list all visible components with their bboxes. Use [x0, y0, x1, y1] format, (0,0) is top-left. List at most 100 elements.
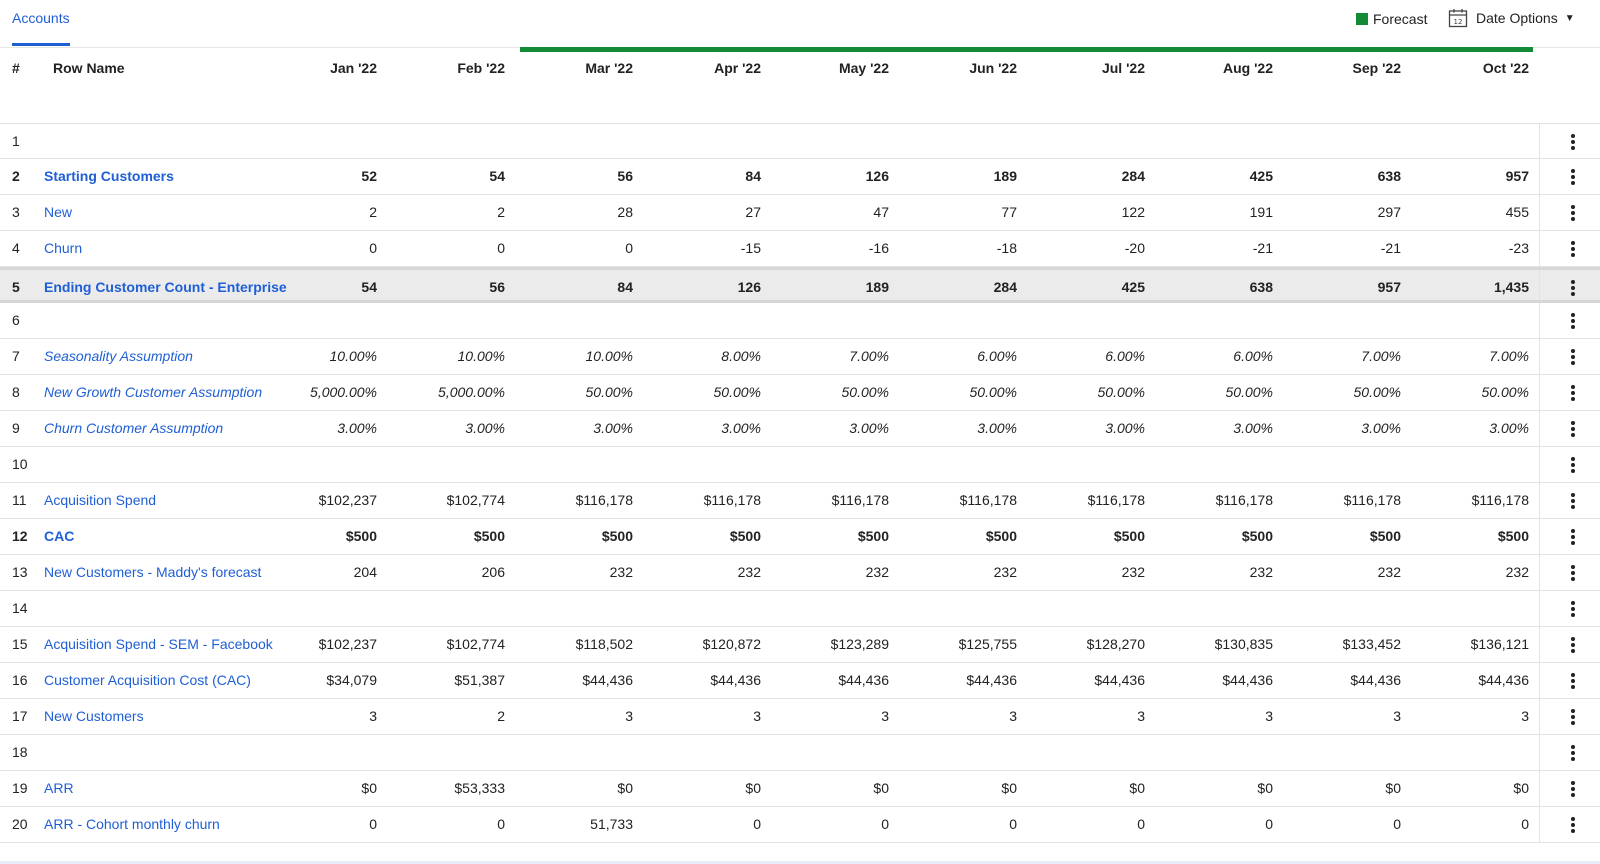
table-cell[interactable]: $0 — [361, 780, 377, 796]
table-cell[interactable]: -15 — [740, 240, 761, 256]
table-cell[interactable]: 6.00% — [1233, 348, 1273, 364]
table-cell[interactable]: 50.00% — [1225, 384, 1273, 400]
table-cell[interactable]: 232 — [1505, 564, 1529, 580]
table-cell[interactable]: $44,436 — [838, 672, 889, 688]
table-cell[interactable]: 3.00% — [1233, 420, 1273, 436]
table-cell[interactable]: $116,178 — [1215, 492, 1273, 508]
row-name-column-header[interactable]: Row Name — [53, 60, 125, 76]
table-cell[interactable]: 10.00% — [457, 348, 505, 364]
table-cell[interactable]: $102,237 — [318, 492, 377, 508]
table-cell[interactable]: $0 — [617, 780, 633, 796]
row-menu-button[interactable] — [1539, 699, 1600, 734]
table-cell[interactable]: $133,452 — [1342, 636, 1401, 652]
table-cell[interactable]: 27 — [745, 204, 761, 220]
table-cell[interactable]: 2 — [497, 204, 505, 220]
table-cell[interactable]: 0 — [625, 240, 633, 256]
row-menu-button[interactable] — [1539, 735, 1600, 770]
table-cell[interactable]: 3 — [1265, 708, 1273, 724]
table-cell[interactable]: $0 — [873, 780, 889, 796]
table-cell[interactable]: 7.00% — [1361, 348, 1401, 364]
row-menu-button[interactable] — [1539, 375, 1600, 410]
table-cell[interactable]: 3 — [753, 708, 761, 724]
table-cell[interactable]: 3.00% — [1105, 420, 1145, 436]
row-menu-button[interactable] — [1539, 807, 1600, 842]
table-cell[interactable]: 54 — [361, 279, 377, 295]
table-cell[interactable]: 0 — [1265, 816, 1273, 832]
row-menu-button[interactable] — [1539, 591, 1600, 626]
table-cell[interactable]: 957 — [1377, 279, 1401, 295]
table-cell[interactable]: $44,436 — [966, 672, 1017, 688]
row-menu-button[interactable] — [1539, 555, 1600, 590]
table-cell[interactable]: 50.00% — [969, 384, 1017, 400]
table-cell[interactable]: 126 — [737, 279, 761, 295]
table-cell[interactable]: -21 — [1252, 240, 1273, 256]
table-cell[interactable]: 28 — [617, 204, 633, 220]
table-cell[interactable]: $0 — [1513, 780, 1529, 796]
table-cell[interactable]: $102,237 — [318, 636, 377, 652]
table-cell[interactable]: 638 — [1377, 168, 1401, 184]
table-cell[interactable]: 56 — [489, 279, 505, 295]
table-cell[interactable]: 232 — [1121, 564, 1145, 580]
table-cell[interactable]: $34,079 — [326, 672, 377, 688]
row-name-link[interactable]: CAC — [44, 528, 75, 544]
table-cell[interactable]: 0 — [1393, 816, 1401, 832]
tab-accounts[interactable]: Accounts — [12, 10, 70, 26]
table-cell[interactable]: 10.00% — [329, 348, 377, 364]
table-cell[interactable]: $116,178 — [1343, 492, 1401, 508]
table-cell[interactable]: 297 — [1377, 204, 1401, 220]
month-column-header[interactable]: Apr '22 — [714, 60, 761, 76]
table-cell[interactable]: 3 — [1137, 708, 1145, 724]
table-cell[interactable]: 0 — [1137, 816, 1145, 832]
table-cell[interactable]: -20 — [1124, 240, 1145, 256]
table-cell[interactable]: 47 — [873, 204, 889, 220]
month-column-header[interactable]: Sep '22 — [1352, 60, 1401, 76]
table-cell[interactable]: 10.00% — [585, 348, 633, 364]
row-menu-button[interactable] — [1539, 663, 1600, 698]
table-cell[interactable]: 3.00% — [593, 420, 633, 436]
table-cell[interactable]: $130,835 — [1214, 636, 1273, 652]
table-cell[interactable]: 5,000.00% — [438, 384, 505, 400]
table-cell[interactable]: $500 — [1113, 528, 1145, 544]
row-name-link[interactable]: New Growth Customer Assumption — [44, 384, 263, 400]
row-menu-button[interactable] — [1539, 411, 1600, 446]
table-cell[interactable]: 232 — [1249, 564, 1273, 580]
table-cell[interactable]: $116,178 — [1471, 492, 1529, 508]
month-column-header[interactable]: Feb '22 — [457, 60, 505, 76]
table-cell[interactable]: 2 — [497, 708, 505, 724]
table-cell[interactable]: 50.00% — [1097, 384, 1145, 400]
table-cell[interactable]: $102,774 — [446, 492, 505, 508]
table-cell[interactable]: $44,436 — [710, 672, 761, 688]
row-menu-button[interactable] — [1539, 159, 1600, 194]
table-cell[interactable]: -21 — [1380, 240, 1401, 256]
table-cell[interactable]: 204 — [353, 564, 377, 580]
table-cell[interactable]: 56 — [617, 168, 633, 184]
table-cell[interactable]: $44,436 — [1094, 672, 1145, 688]
table-cell[interactable]: 6.00% — [1105, 348, 1145, 364]
row-menu-button[interactable] — [1539, 771, 1600, 806]
date-options-button[interactable]: 12 Date Options ▼ — [1448, 8, 1575, 28]
table-cell[interactable]: $500 — [857, 528, 889, 544]
row-name-link[interactable]: Churn Customer Assumption — [44, 420, 224, 436]
table-cell[interactable]: $500 — [1369, 528, 1401, 544]
table-cell[interactable]: 3 — [625, 708, 633, 724]
table-cell[interactable]: 50.00% — [713, 384, 761, 400]
month-column-header[interactable]: Jul '22 — [1101, 60, 1145, 76]
table-cell[interactable]: 3.00% — [977, 420, 1017, 436]
table-cell[interactable]: 206 — [481, 564, 505, 580]
row-menu-button[interactable] — [1539, 124, 1600, 158]
month-column-header[interactable]: Aug '22 — [1222, 60, 1273, 76]
table-cell[interactable]: $44,436 — [582, 672, 633, 688]
table-cell[interactable]: 232 — [1377, 564, 1401, 580]
table-cell[interactable]: 0 — [497, 240, 505, 256]
table-cell[interactable]: $0 — [1385, 780, 1401, 796]
table-cell[interactable]: $0 — [1129, 780, 1145, 796]
table-cell[interactable]: 50.00% — [585, 384, 633, 400]
month-column-header[interactable]: Jan '22 — [330, 60, 377, 76]
table-cell[interactable]: 284 — [1121, 168, 1145, 184]
row-menu-button[interactable] — [1539, 231, 1600, 266]
table-cell[interactable]: $500 — [1497, 528, 1529, 544]
table-cell[interactable]: 0 — [753, 816, 761, 832]
table-cell[interactable]: 232 — [609, 564, 633, 580]
table-cell[interactable]: 232 — [865, 564, 889, 580]
table-cell[interactable]: 284 — [993, 279, 1017, 295]
